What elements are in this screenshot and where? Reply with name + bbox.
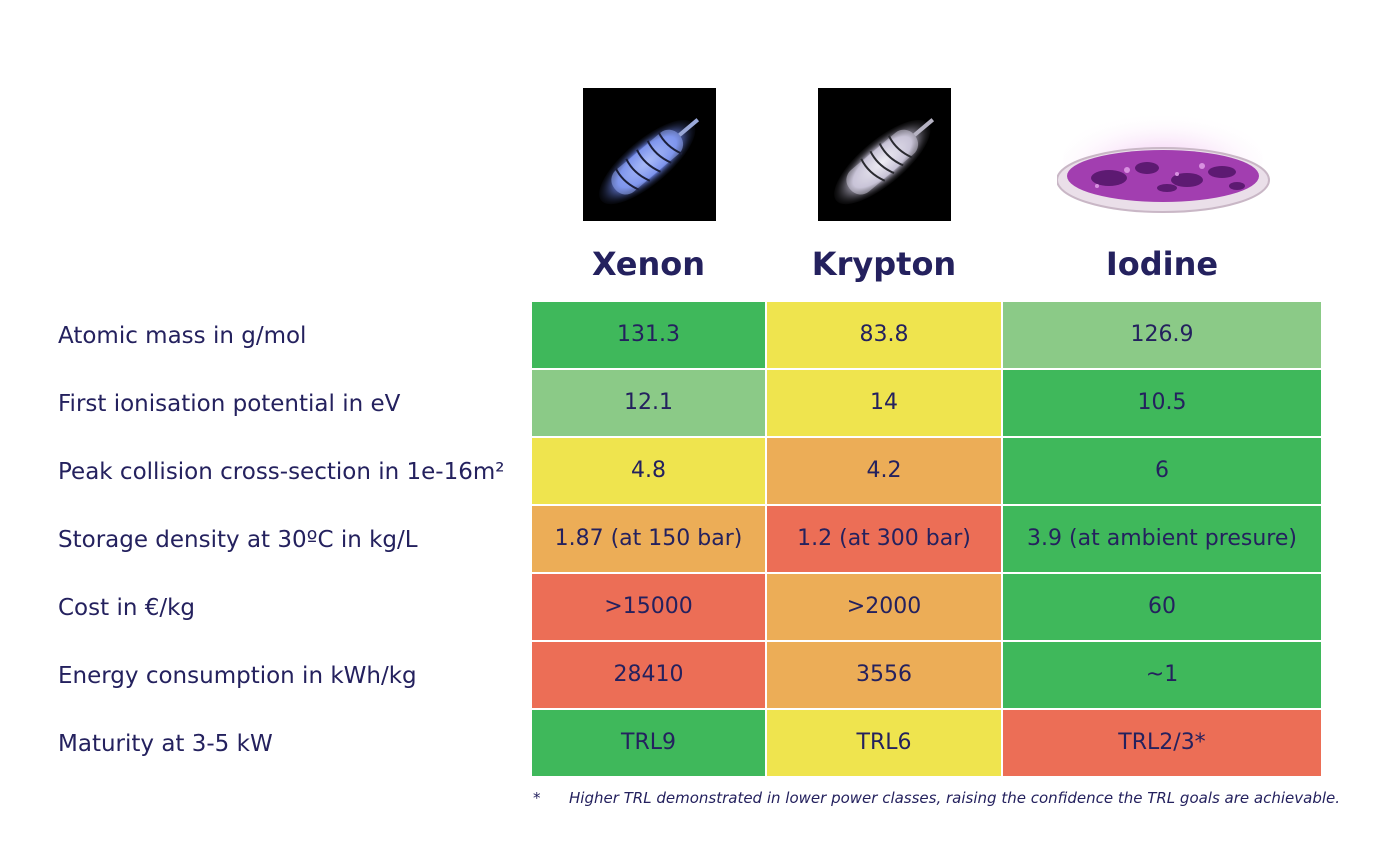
row-label-maturity: Maturity at 3-5 kW [58,731,273,757]
cell-atomic-mass-krypton: 83.8 [767,302,1001,368]
row-label-ionisation-potential: First ionisation potential in eV [58,391,401,417]
cell-energy-consumption-krypton: 3556 [767,642,1001,708]
iodine-dish-image [1057,88,1270,221]
column-header-krypton: Krypton [811,245,957,283]
cell-maturity-xenon: TRL9 [532,710,765,776]
cell-maturity-krypton: TRL6 [767,710,1001,776]
cell-atomic-mass-iodine: 126.9 [1003,302,1321,368]
footnote-text: Higher TRL demonstrated in lower power c… [569,789,1341,807]
cell-energy-consumption-iodine: ~1 [1003,642,1321,708]
cell-atomic-mass-xenon: 131.3 [532,302,765,368]
cell-ionisation-potential-krypton: 14 [767,370,1001,436]
cell-collision-cross-section-iodine: 6 [1003,438,1321,504]
footnote-mark: * [533,789,541,807]
cell-energy-consumption-xenon: 28410 [532,642,765,708]
row-label-cost: Cost in €/kg [58,595,196,621]
cell-collision-cross-section-krypton: 4.2 [767,438,1001,504]
row-label-storage-density: Storage density at 30ºC in kg/L [58,527,418,553]
cell-cost-xenon: >15000 [532,574,765,640]
footnote: * Higher TRL demonstrated in lower power … [533,789,1340,807]
cell-ionisation-potential-xenon: 12.1 [532,370,765,436]
cell-storage-density-xenon: 1.87 (at 150 bar) [532,506,765,572]
row-label-atomic-mass: Atomic mass in g/mol [58,323,307,349]
cell-collision-cross-section-xenon: 4.8 [532,438,765,504]
column-header-xenon: Xenon [591,245,706,283]
cell-ionisation-potential-iodine: 10.5 [1003,370,1321,436]
row-label-energy-consumption: Energy consumption in kWh/kg [58,663,417,689]
krypton-tube-image [818,88,951,221]
cell-cost-iodine: 60 [1003,574,1321,640]
cell-storage-density-krypton: 1.2 (at 300 bar) [767,506,1001,572]
xenon-tube-image [583,88,716,221]
cell-storage-density-iodine: 3.9 (at ambient presure) [1003,506,1321,572]
column-header-iodine: Iodine [1105,245,1219,283]
row-label-collision-cross-section: Peak collision cross-section in 1e-16m² [58,459,505,485]
cell-maturity-iodine: TRL2/3* [1003,710,1321,776]
cell-cost-krypton: >2000 [767,574,1001,640]
